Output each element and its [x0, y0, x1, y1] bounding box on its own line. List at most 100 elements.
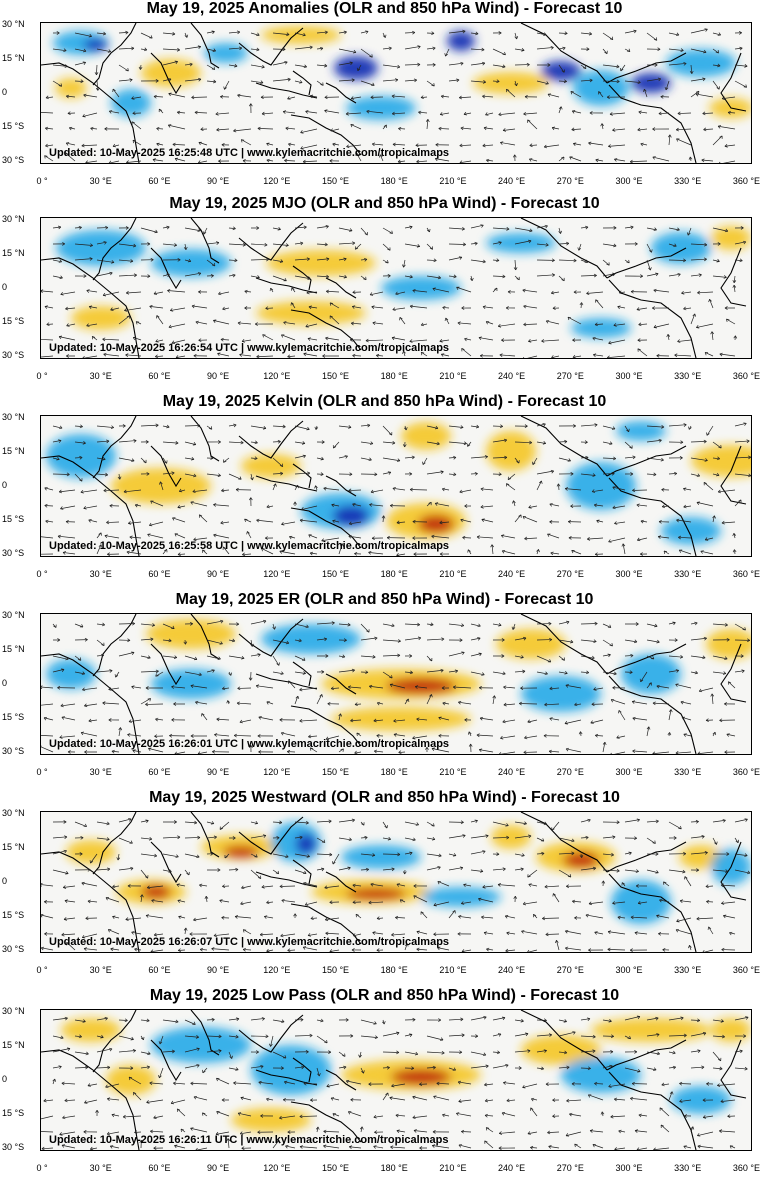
lat-label: 30 °N: [2, 610, 25, 620]
olr-wind-map: Updated: 10-May-2025 16:26:54 UTC | www.…: [40, 217, 752, 359]
olr-wind-map: Updated: 10-May-2025 16:25:58 UTC | www.…: [40, 415, 752, 557]
lon-label: 300 °E: [615, 767, 642, 777]
panel-title: May 19, 2025 Anomalies (OLR and 850 hPa …: [0, 0, 769, 18]
lon-label: 360 °E: [733, 176, 760, 186]
lat-label: 0: [2, 480, 7, 490]
lon-label: 330 °E: [674, 371, 701, 381]
map-canvas: [41, 1010, 751, 1150]
map-canvas: [41, 218, 751, 358]
updated-caption: Updated: 10-May-2025 16:25:58 UTC | www.…: [49, 540, 449, 552]
lon-label: 120 °E: [263, 371, 290, 381]
lon-label: 150 °E: [322, 371, 349, 381]
lon-label: 90 °E: [207, 767, 229, 777]
lat-label: 15 °N: [2, 842, 25, 852]
lat-label: 0: [2, 1074, 7, 1084]
lat-label: 30 °N: [2, 808, 25, 818]
lon-label: 240 °E: [498, 371, 525, 381]
map-panel-3: May 19, 2025 Kelvin (OLR and 850 hPa Win…: [0, 393, 769, 588]
lon-label: 180 °E: [381, 1163, 408, 1173]
lon-label: 90 °E: [207, 371, 229, 381]
lon-label: 120 °E: [263, 965, 290, 975]
lon-label: 60 °E: [148, 569, 170, 579]
lon-label: 300 °E: [615, 1163, 642, 1173]
lon-label: 330 °E: [674, 767, 701, 777]
lon-label: 180 °E: [381, 371, 408, 381]
panel-title: May 19, 2025 ER (OLR and 850 hPa Wind) -…: [0, 591, 769, 609]
lon-label: 150 °E: [322, 965, 349, 975]
map-panel-1: May 19, 2025 Anomalies (OLR and 850 hPa …: [0, 0, 769, 195]
lon-label: 30 °E: [90, 569, 112, 579]
lon-label: 150 °E: [322, 767, 349, 777]
lat-label: 0: [2, 282, 7, 292]
lon-label: 180 °E: [381, 569, 408, 579]
map-canvas: [41, 614, 751, 754]
olr-wind-map: Updated: 10-May-2025 16:25:48 UTC | www.…: [40, 22, 752, 164]
lon-label: 30 °E: [90, 1163, 112, 1173]
lon-label: 0 °: [36, 569, 47, 579]
updated-caption: Updated: 10-May-2025 16:26:07 UTC | www.…: [49, 936, 449, 948]
lon-label: 0 °: [36, 1163, 47, 1173]
lon-label: 360 °E: [733, 371, 760, 381]
updated-caption: Updated: 10-May-2025 16:26:54 UTC | www.…: [49, 342, 449, 354]
lat-label: 15 °S: [2, 316, 24, 326]
lat-label: 15 °S: [2, 910, 24, 920]
lon-label: 90 °E: [207, 1163, 229, 1173]
panel-title: May 19, 2025 MJO (OLR and 850 hPa Wind) …: [0, 195, 769, 213]
lon-label: 330 °E: [674, 176, 701, 186]
map-panel-5: May 19, 2025 Westward (OLR and 850 hPa W…: [0, 789, 769, 984]
lat-label: 15 °S: [2, 1108, 24, 1118]
lat-label: 30 °N: [2, 412, 25, 422]
lat-label: 30 °N: [2, 214, 25, 224]
lon-label: 120 °E: [263, 569, 290, 579]
lon-label: 210 °E: [439, 1163, 466, 1173]
lon-label: 30 °E: [90, 965, 112, 975]
updated-caption: Updated: 10-May-2025 16:26:11 UTC | www.…: [49, 1134, 448, 1146]
map-canvas: [41, 812, 751, 952]
lon-label: 210 °E: [439, 371, 466, 381]
lon-label: 300 °E: [615, 176, 642, 186]
panel-title: May 19, 2025 Kelvin (OLR and 850 hPa Win…: [0, 393, 769, 411]
olr-wind-map: Updated: 10-May-2025 16:26:01 UTC | www.…: [40, 613, 752, 755]
lon-label: 0 °: [36, 767, 47, 777]
map-panel-2: May 19, 2025 MJO (OLR and 850 hPa Wind) …: [0, 195, 769, 390]
lon-label: 90 °E: [207, 176, 229, 186]
lon-label: 360 °E: [733, 767, 760, 777]
lat-label: 30 °N: [2, 19, 25, 29]
lat-label: 30 °S: [2, 155, 24, 165]
updated-caption: Updated: 10-May-2025 16:25:48 UTC | www.…: [49, 147, 449, 159]
lat-label: 15 °N: [2, 53, 25, 63]
lon-label: 60 °E: [148, 176, 170, 186]
lon-label: 60 °E: [148, 371, 170, 381]
lon-label: 300 °E: [615, 569, 642, 579]
lon-label: 240 °E: [498, 1163, 525, 1173]
map-canvas: [41, 23, 751, 163]
lon-label: 240 °E: [498, 965, 525, 975]
lon-label: 210 °E: [439, 965, 466, 975]
lon-label: 120 °E: [263, 1163, 290, 1173]
lon-label: 300 °E: [615, 965, 642, 975]
lon-label: 270 °E: [557, 569, 584, 579]
lon-label: 270 °E: [557, 767, 584, 777]
map-panel-6: May 19, 2025 Low Pass (OLR and 850 hPa W…: [0, 987, 769, 1182]
lon-label: 330 °E: [674, 1163, 701, 1173]
lat-label: 15 °N: [2, 644, 25, 654]
lon-label: 30 °E: [90, 767, 112, 777]
map-canvas: [41, 416, 751, 556]
lat-label: 15 °N: [2, 248, 25, 258]
lat-label: 15 °N: [2, 1040, 25, 1050]
lat-label: 30 °S: [2, 350, 24, 360]
lon-label: 240 °E: [498, 767, 525, 777]
lon-label: 90 °E: [207, 965, 229, 975]
lon-label: 0 °: [36, 176, 47, 186]
lat-label: 30 °S: [2, 1142, 24, 1152]
lat-label: 30 °S: [2, 944, 24, 954]
lon-label: 30 °E: [90, 371, 112, 381]
lon-label: 270 °E: [557, 965, 584, 975]
lon-label: 270 °E: [557, 371, 584, 381]
lon-label: 330 °E: [674, 965, 701, 975]
lon-label: 150 °E: [322, 176, 349, 186]
lon-label: 360 °E: [733, 1163, 760, 1173]
lat-label: 15 °S: [2, 121, 24, 131]
lat-label: 30 °S: [2, 746, 24, 756]
panel-title: May 19, 2025 Low Pass (OLR and 850 hPa W…: [0, 987, 769, 1005]
